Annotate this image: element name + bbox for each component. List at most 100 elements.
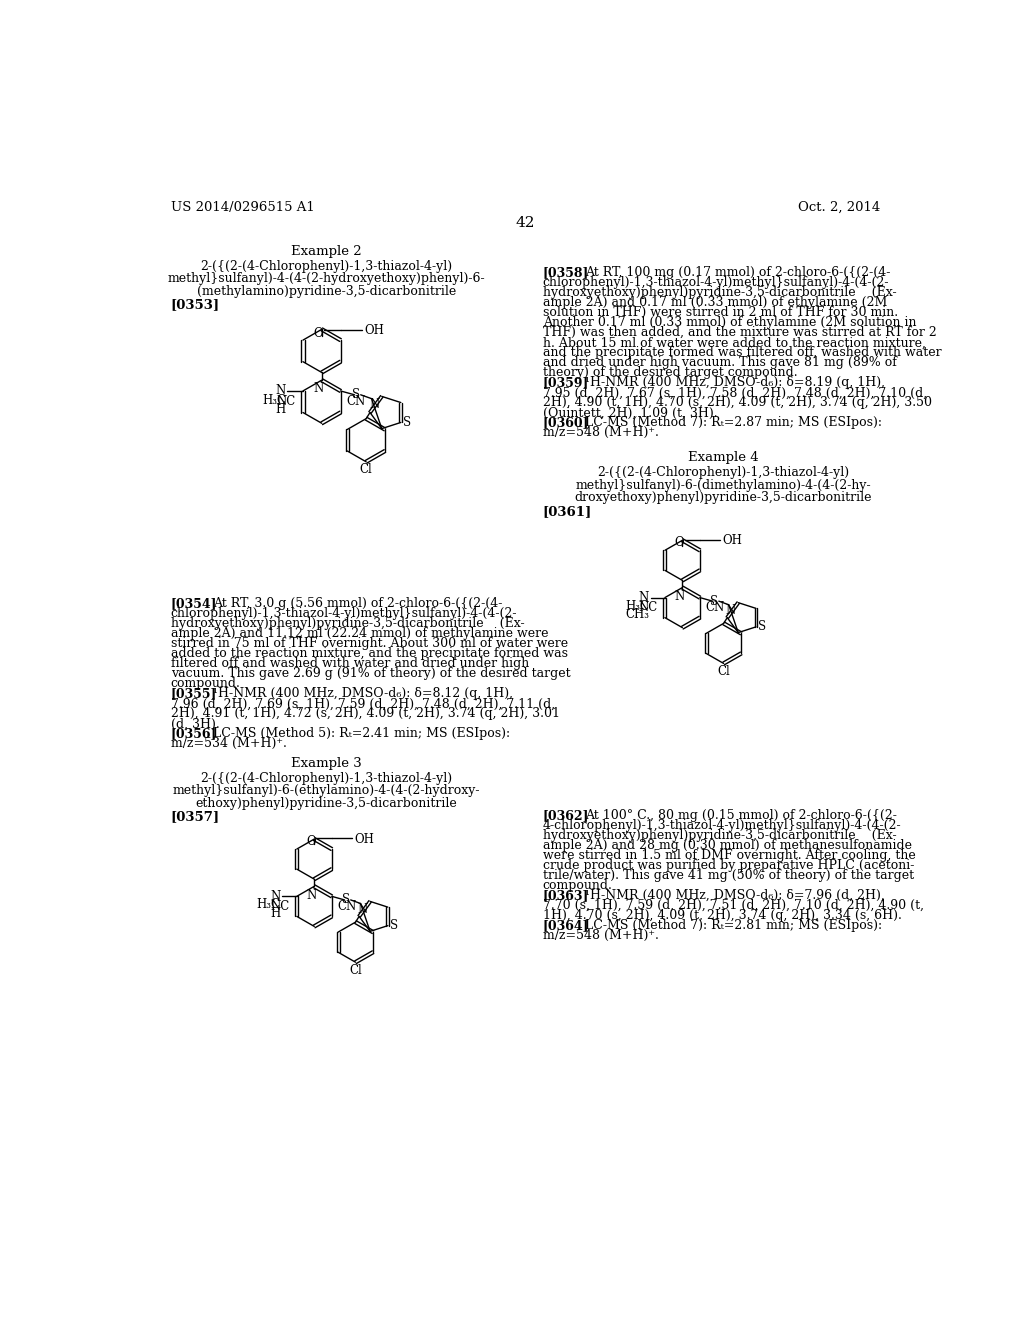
Text: h. About 15 ml of water were added to the reaction mixture,: h. About 15 ml of water were added to th… bbox=[543, 337, 926, 350]
Text: N: N bbox=[270, 890, 281, 903]
Text: hydroxyethoxy)phenyl)pyridine-3,5-dicarbonitrile    (Ex-: hydroxyethoxy)phenyl)pyridine-3,5-dicarb… bbox=[171, 618, 524, 631]
Text: [0361]: [0361] bbox=[543, 506, 592, 517]
Text: 42: 42 bbox=[515, 216, 535, 230]
Text: (d, 3H).: (d, 3H). bbox=[171, 718, 219, 730]
Text: 4-chlorophenyl)-1,3-thiazol-4-yl)methyl}sulfanyl)-4-(4-(2-: 4-chlorophenyl)-1,3-thiazol-4-yl)methyl}… bbox=[543, 818, 901, 832]
Text: compound.: compound. bbox=[171, 677, 241, 690]
Text: chlorophenyl)-1,3-thiazol-4-yl)methyl}sulfanyl)-4-(4-(2-: chlorophenyl)-1,3-thiazol-4-yl)methyl}su… bbox=[171, 607, 517, 620]
Text: THF) was then added, and the mixture was stirred at RT for 2: THF) was then added, and the mixture was… bbox=[543, 326, 936, 339]
Text: ample 2A) and 11.12 ml (22.24 mmol) of methylamine were: ample 2A) and 11.12 ml (22.24 mmol) of m… bbox=[171, 627, 548, 640]
Text: hydroxyethoxy)phenyl)pyridine-3,5-dicarbonitrile    (Ex-: hydroxyethoxy)phenyl)pyridine-3,5-dicarb… bbox=[543, 829, 896, 842]
Text: CN: CN bbox=[337, 900, 356, 913]
Text: 2H), 4.90 (t, 1H), 4.70 (s, 2H), 4.09 (t, 2H), 3.74 (q, 2H), 3.50: 2H), 4.90 (t, 1H), 4.70 (s, 2H), 4.09 (t… bbox=[543, 396, 932, 409]
Text: ethoxy)phenyl)pyridine-3,5-dicarbonitrile: ethoxy)phenyl)pyridine-3,5-dicarbonitril… bbox=[196, 797, 458, 809]
Text: ¹H-NMR (400 MHz, DMSO-d₆): δ=7.96 (d, 2H),: ¹H-NMR (400 MHz, DMSO-d₆): δ=7.96 (d, 2H… bbox=[586, 890, 885, 902]
Text: were stirred in 1.5 ml of DMF overnight. After cooling, the: were stirred in 1.5 ml of DMF overnight.… bbox=[543, 849, 915, 862]
Text: US 2014/0296515 A1: US 2014/0296515 A1 bbox=[171, 201, 314, 214]
Text: hydroxyethoxy)phenyl)pyridine-3,5-dicarbonitrile    (Ex-: hydroxyethoxy)phenyl)pyridine-3,5-dicarb… bbox=[543, 286, 896, 300]
Text: Oct. 2, 2014: Oct. 2, 2014 bbox=[798, 201, 880, 214]
Text: 7.70 (s, 1H), 7.59 (d, 2H), 7.51 (d, 2H), 7.10 (d, 2H), 4.90 (t,: 7.70 (s, 1H), 7.59 (d, 2H), 7.51 (d, 2H)… bbox=[543, 899, 924, 912]
Text: O: O bbox=[313, 326, 324, 339]
Text: added to the reaction mixture, and the precipitate formed was: added to the reaction mixture, and the p… bbox=[171, 647, 567, 660]
Text: CH₃: CH₃ bbox=[625, 609, 649, 622]
Text: H: H bbox=[275, 403, 286, 416]
Text: 7.96 (d, 2H), 7.69 (s, 1H), 7.59 (d, 2H), 7.48 (d, 2H), 7.11 (d,: 7.96 (d, 2H), 7.69 (s, 1H), 7.59 (d, 2H)… bbox=[171, 697, 555, 710]
Text: S: S bbox=[758, 620, 766, 634]
Text: NC: NC bbox=[275, 395, 295, 408]
Text: Example 3: Example 3 bbox=[291, 758, 361, 771]
Text: Cl: Cl bbox=[717, 665, 730, 678]
Text: 1H), 4.70 (s, 2H), 4.09 (t, 2H), 3.74 (q, 2H), 3.34 (s, 6H).: 1H), 4.70 (s, 2H), 4.09 (t, 2H), 3.74 (q… bbox=[543, 909, 901, 923]
Text: [0360]: [0360] bbox=[543, 416, 589, 429]
Text: S: S bbox=[352, 388, 360, 401]
Text: 2-({(2-(4-Chlorophenyl)-1,3-thiazol-4-yl): 2-({(2-(4-Chlorophenyl)-1,3-thiazol-4-yl… bbox=[597, 466, 849, 479]
Text: [0362]: [0362] bbox=[543, 809, 589, 822]
Text: N: N bbox=[674, 590, 684, 603]
Text: S: S bbox=[710, 594, 718, 607]
Text: At 100° C., 80 mg (0.15 mmol) of 2-chloro-6-({(2-: At 100° C., 80 mg (0.15 mmol) of 2-chlor… bbox=[586, 809, 897, 822]
Text: O: O bbox=[306, 834, 316, 847]
Text: N: N bbox=[726, 605, 736, 618]
Text: [0364]: [0364] bbox=[543, 919, 589, 932]
Text: Cl: Cl bbox=[359, 463, 373, 477]
Text: [0353]: [0353] bbox=[171, 298, 220, 312]
Text: Cl: Cl bbox=[349, 964, 361, 977]
Text: 2-({(2-(4-Chlorophenyl)-1,3-thiazol-4-yl): 2-({(2-(4-Chlorophenyl)-1,3-thiazol-4-yl… bbox=[201, 260, 453, 273]
Text: 7.95 (d, 2H), 7.67 (s, 1H), 7.58 (d, 2H), 7.48 (d, 2H), 7.10 (d,: 7.95 (d, 2H), 7.67 (s, 1H), 7.58 (d, 2H)… bbox=[543, 387, 927, 400]
Text: [0354]: [0354] bbox=[171, 598, 217, 610]
Text: N: N bbox=[370, 397, 380, 411]
Text: [0359]: [0359] bbox=[543, 376, 589, 389]
Text: OH: OH bbox=[722, 533, 742, 546]
Text: OH: OH bbox=[354, 833, 374, 846]
Text: [0356]: [0356] bbox=[171, 727, 217, 741]
Text: ample 2A) and 28 mg (0.30 mmol) of methanesulfonamide: ample 2A) and 28 mg (0.30 mmol) of metha… bbox=[543, 840, 911, 853]
Text: solution in THF) were stirred in 2 ml of THF for 30 min.: solution in THF) were stirred in 2 ml of… bbox=[543, 306, 898, 319]
Text: and dried under high vacuum. This gave 81 mg (89% of: and dried under high vacuum. This gave 8… bbox=[543, 356, 896, 370]
Text: ¹H-NMR (400 MHz, DMSO-d₆): δ=8.12 (q, 1H),: ¹H-NMR (400 MHz, DMSO-d₆): δ=8.12 (q, 1H… bbox=[213, 688, 513, 701]
Text: H₃C: H₃C bbox=[262, 393, 286, 407]
Text: m/z=548 (M+H)⁺.: m/z=548 (M+H)⁺. bbox=[543, 929, 658, 942]
Text: N: N bbox=[639, 591, 649, 605]
Text: OH: OH bbox=[365, 325, 384, 338]
Text: m/z=548 (M+H)⁺.: m/z=548 (M+H)⁺. bbox=[543, 426, 658, 440]
Text: At RT, 3.0 g (5.56 mmol) of 2-chloro-6-({(2-(4-: At RT, 3.0 g (5.56 mmol) of 2-chloro-6-(… bbox=[213, 598, 503, 610]
Text: and the precipitate formed was filtered off, washed with water: and the precipitate formed was filtered … bbox=[543, 346, 941, 359]
Text: [0357]: [0357] bbox=[171, 810, 220, 824]
Text: [0355]: [0355] bbox=[171, 688, 217, 701]
Text: [0363]: [0363] bbox=[543, 890, 589, 902]
Text: trile/water). This gave 41 mg (50% of theory) of the target: trile/water). This gave 41 mg (50% of th… bbox=[543, 869, 913, 882]
Text: Example 4: Example 4 bbox=[688, 451, 759, 465]
Text: (methylamino)pyridine-3,5-dicarbonitrile: (methylamino)pyridine-3,5-dicarbonitrile bbox=[197, 285, 456, 298]
Text: 2-({(2-(4-Chlorophenyl)-1,3-thiazol-4-yl): 2-({(2-(4-Chlorophenyl)-1,3-thiazol-4-yl… bbox=[201, 772, 453, 785]
Text: At RT, 100 mg (0.17 mmol) of 2-chloro-6-({(2-(4-: At RT, 100 mg (0.17 mmol) of 2-chloro-6-… bbox=[586, 267, 891, 280]
Text: Another 0.17 ml (0.33 mmol) of ethylamine (2M solution in: Another 0.17 ml (0.33 mmol) of ethylamin… bbox=[543, 317, 916, 329]
Text: vacuum. This gave 2.69 g (91% of theory) of the desired target: vacuum. This gave 2.69 g (91% of theory)… bbox=[171, 668, 570, 680]
Text: O: O bbox=[675, 536, 684, 549]
Text: H: H bbox=[270, 907, 281, 920]
Text: N: N bbox=[306, 888, 316, 902]
Text: LC-MS (Method 7): Rₜ=2.81 min; MS (ESIpos):: LC-MS (Method 7): Rₜ=2.81 min; MS (ESIpo… bbox=[586, 919, 883, 932]
Text: methyl}sulfanyl)-4-(4-(2-hydroxyethoxy)phenyl)-6-: methyl}sulfanyl)-4-(4-(2-hydroxyethoxy)p… bbox=[168, 272, 485, 285]
Text: NC: NC bbox=[638, 601, 657, 614]
Text: 2H), 4.91 (t, 1H), 4.72 (s, 2H), 4.09 (t, 2H), 3.74 (q, 2H), 3.01: 2H), 4.91 (t, 1H), 4.72 (s, 2H), 4.09 (t… bbox=[171, 708, 560, 721]
Text: CN: CN bbox=[706, 601, 724, 614]
Text: S: S bbox=[390, 919, 398, 932]
Text: S: S bbox=[342, 894, 350, 907]
Text: CN: CN bbox=[346, 395, 366, 408]
Text: chlorophenyl)-1,3-thiazol-4-yl)methyl}sulfanyl)-4-(4-(2-: chlorophenyl)-1,3-thiazol-4-yl)methyl}su… bbox=[543, 276, 889, 289]
Text: m/z=534 (M+H)⁺.: m/z=534 (M+H)⁺. bbox=[171, 738, 287, 751]
Text: N: N bbox=[357, 903, 368, 916]
Text: Example 2: Example 2 bbox=[291, 244, 361, 257]
Text: ¹H-NMR (400 MHz, DMSO-d₆): δ=8.19 (q, 1H),: ¹H-NMR (400 MHz, DMSO-d₆): δ=8.19 (q, 1H… bbox=[586, 376, 886, 389]
Text: theory) of the desired target compound.: theory) of the desired target compound. bbox=[543, 367, 798, 379]
Text: NC: NC bbox=[270, 900, 290, 913]
Text: LC-MS (Method 5): Rₜ=2.41 min; MS (ESIpos):: LC-MS (Method 5): Rₜ=2.41 min; MS (ESIpo… bbox=[213, 727, 510, 741]
Text: compound.: compound. bbox=[543, 879, 612, 892]
Text: (Quintett, 2H), 1.09 (t, 3H).: (Quintett, 2H), 1.09 (t, 3H). bbox=[543, 407, 717, 420]
Text: H₃C: H₃C bbox=[625, 599, 649, 612]
Text: S: S bbox=[403, 416, 412, 429]
Text: H₃C: H₃C bbox=[257, 899, 281, 911]
Text: stirred in 75 ml of THF overnight. About 300 ml of water were: stirred in 75 ml of THF overnight. About… bbox=[171, 638, 567, 651]
Text: methyl}sulfanyl)-6-(ethylamino)-4-(4-(2-hydroxy-: methyl}sulfanyl)-6-(ethylamino)-4-(4-(2-… bbox=[173, 784, 480, 797]
Text: N: N bbox=[275, 384, 286, 397]
